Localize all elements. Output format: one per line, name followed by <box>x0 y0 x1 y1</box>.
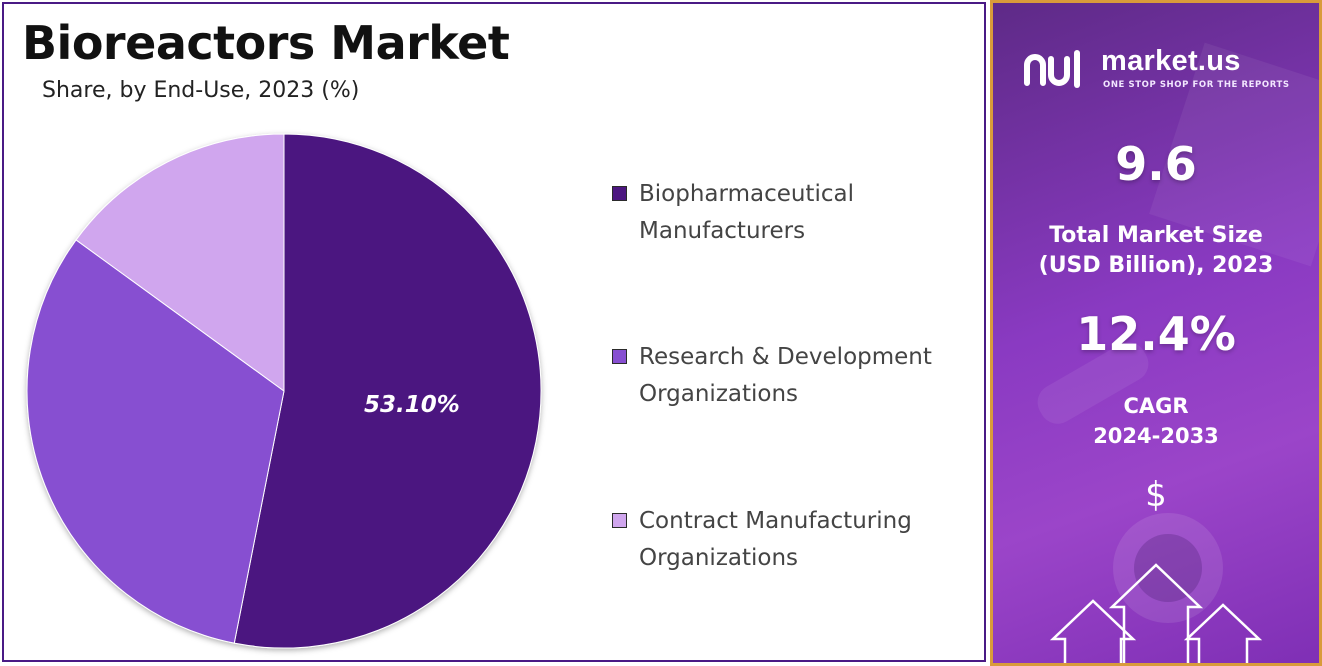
brand-name: market.us <box>1101 45 1241 77</box>
legend-swatch <box>612 349 627 364</box>
market-size-value: 9.6 <box>1115 137 1197 191</box>
chart-subtitle: Share, by End-Use, 2023 (%) <box>42 78 360 103</box>
pie-data-label: 53.10% <box>364 392 460 418</box>
legend-item-research-development: Research & Development Organizations <box>612 339 932 413</box>
brand-logo: market.us ONE STOP SHOP FOR THE REPORTS <box>1023 45 1293 95</box>
dollar-icon: $ <box>1145 475 1167 515</box>
cagr-value: 12.4% <box>1076 307 1236 361</box>
cagr-label: CAGR 2024-2033 <box>1093 394 1219 448</box>
chart-panel: Bioreactors Market Share, by End-Use, 20… <box>2 2 986 662</box>
legend-label: Research & Development Organizations <box>639 344 932 407</box>
pie-slice-2 <box>26 239 285 644</box>
legend-label: Contract Manufacturing Organizations <box>639 508 912 571</box>
legend-swatch <box>612 186 627 201</box>
legend-item-contract-manufacturing: Contract Manufacturing Organizations <box>612 503 912 577</box>
pie-chart: 53.10% <box>26 133 542 649</box>
legend-swatch <box>612 513 627 528</box>
brand-tagline: ONE STOP SHOP FOR THE REPORTS <box>1103 80 1290 90</box>
chart-title: Bioreactors Market <box>22 16 510 70</box>
legend-label: Biopharmaceutical Manufacturers <box>639 181 854 244</box>
market-us-logo-icon <box>1024 50 1080 88</box>
market-size-label: Total Market Size (USD Billion), 2023 <box>1038 223 1274 278</box>
legend-item-biopharmaceutical: Biopharmaceutical Manufacturers <box>612 176 854 250</box>
pie-slice-1 <box>233 133 542 649</box>
stats-sidebar: market.us ONE STOP SHOP FOR THE REPORTS … <box>990 0 1322 666</box>
pie-slice-3 <box>75 133 285 392</box>
